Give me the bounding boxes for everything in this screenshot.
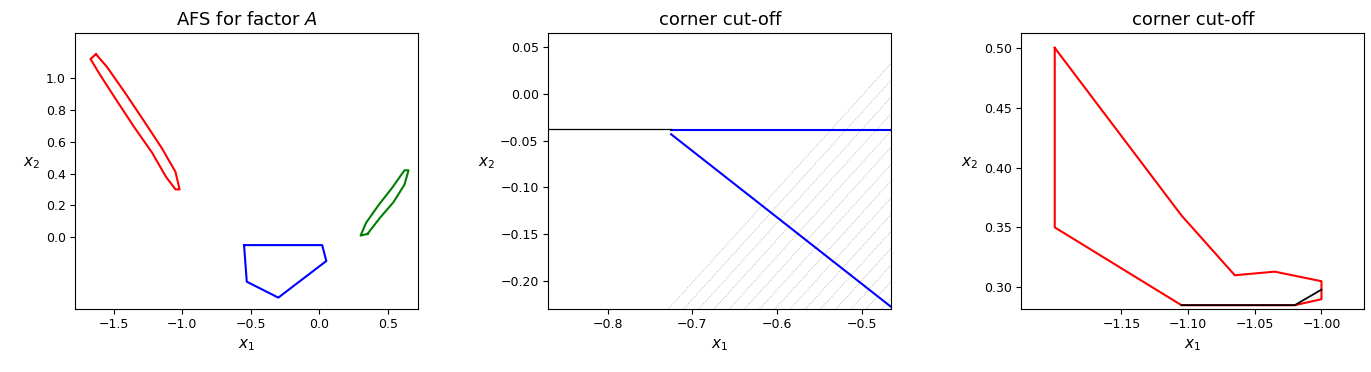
Title: corner cut-off: corner cut-off <box>658 11 781 29</box>
X-axis label: $x_1$: $x_1$ <box>1185 337 1201 353</box>
X-axis label: $x_1$: $x_1$ <box>239 337 255 353</box>
Title: corner cut-off: corner cut-off <box>1131 11 1254 29</box>
Y-axis label: $x_2$: $x_2$ <box>23 155 40 171</box>
Y-axis label: $x_2$: $x_2$ <box>477 155 495 171</box>
Title: AFS for factor $A$: AFS for factor $A$ <box>175 11 318 29</box>
Y-axis label: $x_2$: $x_2$ <box>961 155 979 171</box>
X-axis label: $x_1$: $x_1$ <box>712 337 728 353</box>
